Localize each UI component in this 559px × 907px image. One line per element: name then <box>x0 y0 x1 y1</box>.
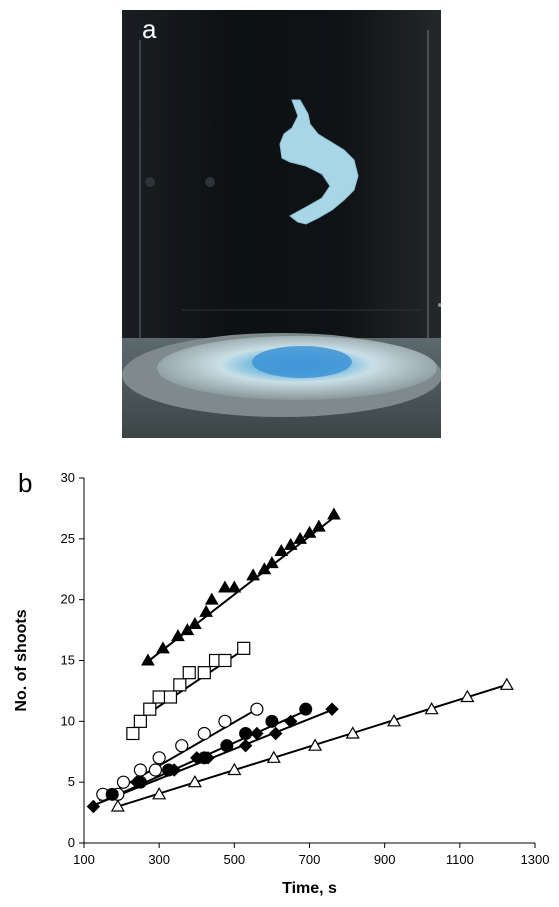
data-point-open-circle <box>152 751 166 765</box>
data-point-open-square <box>152 690 166 704</box>
data-point-filled-triangle <box>141 653 155 666</box>
data-point-open-circle <box>116 775 131 789</box>
data-point-filled-diamond <box>284 714 298 729</box>
data-point-open-square <box>237 641 251 655</box>
data-point-open-triangle <box>387 714 402 727</box>
data-point-filled-triangle <box>302 525 317 538</box>
data-point-filled-triangle <box>204 592 219 605</box>
data-point-filled-triangle <box>312 519 326 532</box>
data-point-filled-diamond <box>201 751 215 765</box>
data-point-open-triangle <box>424 701 439 715</box>
data-point-filled-triangle <box>246 568 260 581</box>
y-tick-label: 5 <box>68 774 75 789</box>
data-point-filled-triangle <box>218 580 232 593</box>
x-tick-label: 1100 <box>446 852 474 867</box>
y-axis-label: No. of shoots <box>13 609 30 711</box>
panel-b-label: b <box>18 468 33 498</box>
data-point-filled-triangle <box>293 531 307 544</box>
x-tick-label: 900 <box>374 852 396 867</box>
data-point-open-circle <box>250 702 264 716</box>
data-point-filled-circle <box>220 739 234 753</box>
data-point-open-circle <box>175 739 189 753</box>
data-point-open-circle <box>197 726 211 741</box>
data-point-open-triangle <box>460 689 475 703</box>
data-point-filled-triangle <box>327 507 341 520</box>
y-tick-label: 15 <box>61 653 75 668</box>
panel-a-photograph <box>122 10 441 438</box>
data-point-filled-triangle <box>171 629 185 642</box>
data-point-filled-triangle <box>257 562 272 575</box>
y-tick-label: 0 <box>68 835 75 850</box>
x-tick-label: 500 <box>223 852 245 867</box>
data-point-open-triangle <box>227 762 242 776</box>
data-point-filled-diamond <box>190 751 204 765</box>
data-point-open-triangle <box>152 787 167 800</box>
data-point-open-square <box>163 690 178 704</box>
data-point-open-triangle <box>266 750 281 763</box>
x-axis-label: Time, s <box>282 880 337 897</box>
data-point-open-square <box>197 666 211 680</box>
data-point-filled-circle <box>239 727 253 740</box>
data-point-filled-diamond <box>129 775 144 789</box>
y-tick-label: 20 <box>61 592 75 607</box>
data-point-filled-triangle <box>199 604 214 617</box>
data-point-open-triangle <box>308 738 323 751</box>
data-point-filled-diamond <box>167 763 181 777</box>
data-point-open-triangle <box>110 799 125 812</box>
data-point-open-circle <box>148 763 163 777</box>
data-point-open-square <box>218 653 232 668</box>
data-point-open-triangle <box>345 726 360 739</box>
panel-a-label: a <box>142 14 157 44</box>
x-tick-label: 700 <box>299 852 321 867</box>
y-tick-label: 30 <box>61 470 75 485</box>
data-point-open-square <box>173 678 187 692</box>
data-point-open-circle <box>218 714 232 728</box>
data-point-open-triangle <box>499 677 514 690</box>
data-point-filled-circle <box>105 787 119 801</box>
data-point-filled-circle <box>299 702 313 716</box>
data-point-filled-triangle <box>227 580 242 593</box>
data-point-filled-diamond <box>268 726 283 741</box>
x-tick-label: 1300 <box>521 852 550 867</box>
data-point-open-square <box>133 714 147 728</box>
x-tick-label: 300 <box>148 852 170 867</box>
data-point-filled-triangle <box>283 537 298 550</box>
shoots-vs-time-chart: 0 5 10 15 20 25 30 100 300 500 700 900 1100 1300 Time,… <box>13 470 550 897</box>
data-point-filled-circle <box>265 714 279 728</box>
data-point-filled-diamond <box>250 726 264 741</box>
data-point-filled-diamond <box>325 702 339 716</box>
data-point-open-square <box>143 702 157 716</box>
y-tick-label: 25 <box>61 531 75 546</box>
x-tick-label: 100 <box>73 852 95 867</box>
data-point-open-triangle <box>187 774 202 788</box>
data-point-filled-triangle <box>274 543 289 556</box>
y-tick-label: 10 <box>61 713 75 728</box>
data-point-filled-triangle <box>180 623 195 636</box>
data-point-open-square <box>182 666 196 680</box>
data-point-filled-diamond <box>86 799 101 814</box>
data-point-open-square <box>126 726 140 741</box>
data-point-filled-triangle <box>156 641 170 654</box>
data-point-filled-triangle <box>188 616 202 629</box>
data-point-open-circle <box>133 763 147 777</box>
data-point-filled-diamond <box>238 738 253 753</box>
data-point-filled-triangle <box>265 556 279 569</box>
